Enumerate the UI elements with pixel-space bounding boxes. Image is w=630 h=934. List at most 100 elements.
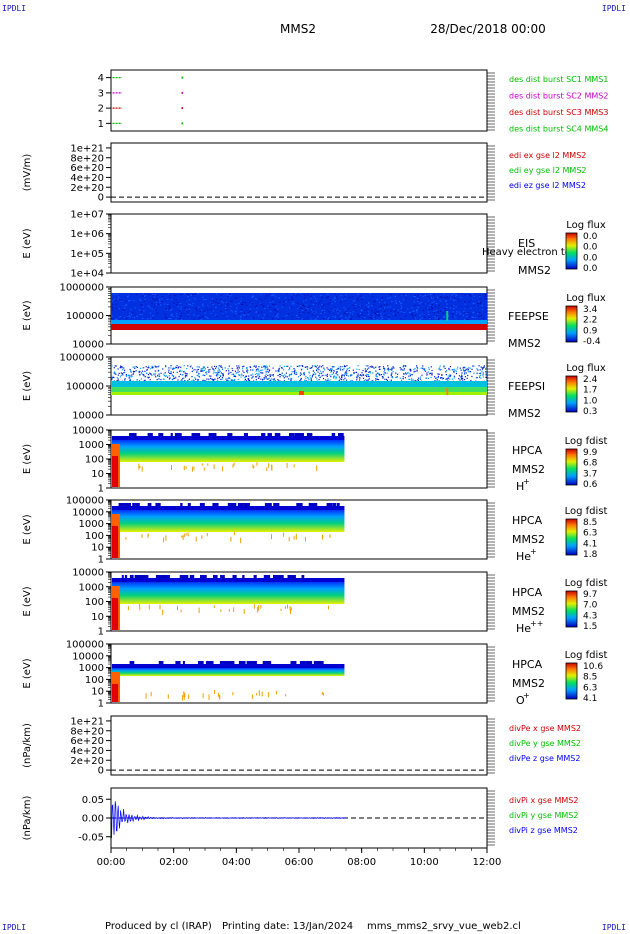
hpca-top-blip bbox=[238, 503, 241, 506]
spectrogram-pixel bbox=[219, 299, 222, 301]
spectrogram-pixel bbox=[330, 375, 332, 378]
hpca-top-blip bbox=[313, 503, 318, 506]
spectrogram-pixel bbox=[291, 371, 293, 373]
spectrogram-pixel bbox=[405, 298, 407, 300]
spectrogram-pixel bbox=[148, 305, 150, 307]
spectrogram-pixel bbox=[392, 313, 395, 315]
spectrogram-pixel bbox=[423, 303, 425, 305]
spectrogram-pixel bbox=[366, 375, 368, 377]
spectrogram-pixel bbox=[447, 379, 449, 381]
spectrogram-pixel bbox=[481, 309, 483, 311]
spectrogram-pixel bbox=[177, 306, 179, 308]
spectrogram-pixel bbox=[318, 302, 321, 304]
spectrogram-pixel bbox=[456, 311, 458, 313]
hpca-top-blip bbox=[129, 433, 134, 436]
spectrogram-pixel bbox=[271, 295, 273, 297]
spectrogram-pixel bbox=[120, 372, 122, 374]
spectrogram-pixel bbox=[411, 374, 413, 376]
spectrogram-pixel bbox=[376, 313, 379, 314]
spectrogram-pixel bbox=[471, 293, 473, 295]
spectrogram-pixel bbox=[362, 377, 365, 379]
spectrogram-pixel bbox=[454, 369, 456, 372]
spectrogram-pixel bbox=[128, 312, 131, 314]
spectrogram-pixel bbox=[157, 374, 159, 376]
spectrogram-pixel bbox=[252, 296, 254, 297]
hpca-top-blip bbox=[273, 503, 280, 506]
spectrogram-pixel bbox=[346, 368, 348, 370]
spectrogram-pixel bbox=[327, 296, 329, 297]
spectrogram-pixel bbox=[298, 294, 301, 296]
spectrogram-pixel bbox=[266, 315, 269, 317]
spectrogram-pixel bbox=[331, 370, 333, 372]
spectrogram-pixel bbox=[388, 370, 390, 372]
spectrogram-pixel bbox=[469, 313, 472, 315]
spectrogram-pixel bbox=[371, 318, 373, 319]
spectrogram-pixel bbox=[274, 303, 276, 305]
colorbar-tick-label: 6.3 bbox=[583, 529, 597, 539]
spectrogram-pixel bbox=[194, 298, 197, 300]
spectrogram-pixel bbox=[312, 370, 315, 372]
colorbar-tick-label: 9.9 bbox=[583, 448, 598, 458]
spectrogram-pixel bbox=[235, 303, 237, 305]
spectrogram-pixel bbox=[390, 374, 392, 376]
spectrogram-pixel bbox=[180, 319, 183, 321]
spectrogram-pixel bbox=[241, 297, 243, 299]
spectrogram-pixel bbox=[113, 298, 116, 300]
spectrogram-pixel bbox=[477, 302, 479, 304]
hpca-low-drip bbox=[162, 609, 164, 616]
spectrogram-pixel bbox=[222, 313, 224, 315]
spectrogram-pixel bbox=[419, 299, 421, 301]
spectrogram-pixel bbox=[316, 303, 318, 305]
hpca-low-drip bbox=[276, 691, 277, 695]
spectrogram-pixel bbox=[394, 311, 396, 313]
spectrogram-pixel bbox=[172, 375, 175, 377]
hpca-low-drip bbox=[230, 536, 232, 542]
spectrogram-pixel bbox=[305, 299, 308, 301]
panel-divpe: (nPa/km)02e+204e+206e+208e+201e+21divPe … bbox=[22, 715, 581, 777]
spectrogram-pixel bbox=[197, 371, 199, 373]
spectrogram-pixel bbox=[175, 299, 177, 301]
spectrogram-pixel bbox=[227, 378, 229, 380]
spectrogram-pixel bbox=[142, 308, 144, 310]
spectrogram-pixel bbox=[414, 370, 416, 372]
spectrogram-pixel bbox=[170, 313, 172, 314]
spectrogram-pixel bbox=[449, 366, 452, 368]
spectrogram-pixel bbox=[198, 317, 201, 319]
spectrogram-pixel bbox=[150, 368, 152, 370]
spectrogram-pixel bbox=[480, 372, 482, 374]
spectrogram-pixel bbox=[383, 307, 386, 309]
spectrogram-pixel bbox=[238, 365, 240, 367]
spectrogram-pixel bbox=[449, 307, 452, 309]
spectrogram-pixel bbox=[195, 307, 197, 309]
spectrogram-pixel bbox=[286, 376, 288, 378]
spectrogram-pixel bbox=[390, 376, 393, 378]
spectrogram-pixel bbox=[150, 373, 152, 375]
spectrogram-pixel bbox=[316, 378, 318, 380]
spectrogram-pixel bbox=[419, 295, 421, 297]
spectrogram-pixel bbox=[304, 297, 306, 299]
spectrogram-pixel bbox=[452, 369, 454, 371]
spectrogram-pixel bbox=[183, 365, 185, 367]
hpca-top-blip bbox=[249, 661, 255, 664]
spectrogram-pixel bbox=[436, 315, 438, 316]
spectrogram-pixel bbox=[469, 316, 471, 318]
spectrogram-pixel bbox=[143, 375, 145, 377]
hpca-low-drip bbox=[271, 464, 273, 471]
panel-label: MMS2 bbox=[508, 407, 541, 420]
spectrogram-pixel bbox=[127, 374, 129, 376]
spectrogram-pixel bbox=[122, 374, 124, 376]
spectrogram-pixel bbox=[284, 376, 287, 378]
spectrogram-pixel bbox=[247, 311, 249, 313]
spectrogram-pixel bbox=[347, 318, 349, 320]
spectrogram-pixel bbox=[485, 373, 487, 375]
spectrogram-pixel bbox=[414, 380, 416, 382]
spectrogram-pixel bbox=[368, 376, 370, 378]
spectrogram-pixel bbox=[265, 370, 267, 372]
hpca-early-core bbox=[112, 456, 118, 487]
spectrogram-pixel bbox=[309, 375, 311, 377]
panel-hpca_o: E (eV)110100100010000100000HPCAMMS2O+Log… bbox=[22, 640, 607, 710]
spectrogram-pixel bbox=[275, 306, 278, 308]
spectrogram-pixel bbox=[467, 311, 469, 313]
spectrogram-pixel bbox=[384, 367, 386, 370]
